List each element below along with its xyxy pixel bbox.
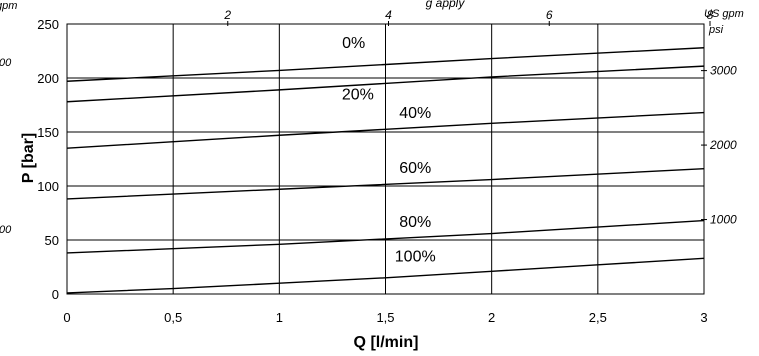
right-tick-label: 3000	[710, 64, 737, 78]
right-unit-label: psi	[708, 24, 724, 36]
series-line	[66, 47, 705, 82]
x-axis-title: Q [l/min]	[354, 334, 419, 351]
grid-lines	[67, 24, 704, 294]
series-line	[66, 257, 705, 294]
curve-label: 60%	[399, 160, 431, 177]
curve-label: 0%	[342, 35, 365, 52]
x-tick-label: 0	[63, 310, 70, 325]
curve-labels: 0% 20% 40% 60% 80% 100%	[342, 35, 436, 266]
y-tick-label: 100	[37, 179, 59, 194]
y-tick-label: 250	[37, 17, 59, 32]
curve-label: 40%	[399, 105, 431, 122]
top-tick-label: 6	[546, 8, 553, 22]
x-tick-label: 2,5	[589, 310, 607, 325]
left-clipped-value-2: 00	[0, 224, 12, 236]
y-tick-labels: 0 50 100 150 200 250	[37, 17, 59, 302]
series-line	[66, 111, 705, 149]
series-line	[66, 168, 705, 200]
x-tick-label: 1,5	[376, 310, 394, 325]
plot-frame	[66, 23, 705, 295]
top-unit-label: US gpm	[704, 8, 744, 20]
y-tick-label: 0	[52, 287, 59, 302]
right-psi-tick-labels: 1000 2000 3000	[701, 64, 737, 227]
right-tick-label: 2000	[709, 138, 737, 152]
y-tick-label: 150	[37, 125, 59, 140]
left-clipped-unit: gpm	[0, 0, 17, 12]
x-tick-label: 3	[700, 310, 707, 325]
y-tick-label: 50	[45, 233, 59, 248]
x-tick-label: 2	[488, 310, 495, 325]
curve-label: 100%	[395, 249, 436, 266]
curve-label: 20%	[342, 87, 374, 104]
top-tick-label: 4	[385, 8, 392, 22]
left-clipped-value-1: 00	[0, 57, 12, 69]
x-tick-labels: 0 0,5 1 1,5 2 2,5 3	[63, 310, 707, 325]
top-partial-title: g apply	[426, 0, 466, 10]
x-tick-label: 0,5	[164, 310, 182, 325]
y-axis-title: P [bar]	[20, 133, 37, 183]
curve-label: 80%	[399, 214, 431, 231]
series-line	[66, 65, 705, 103]
x-tick-label: 1	[276, 310, 283, 325]
series-lines	[66, 47, 705, 294]
right-tick-label: 1000	[710, 213, 737, 227]
top-gpm-tick-labels: 2 4 6 8	[223, 8, 714, 26]
top-tick-label: 8	[707, 8, 714, 22]
series-line	[66, 219, 705, 254]
top-tick-label: 2	[223, 8, 231, 22]
y-tick-label: 200	[37, 71, 59, 86]
